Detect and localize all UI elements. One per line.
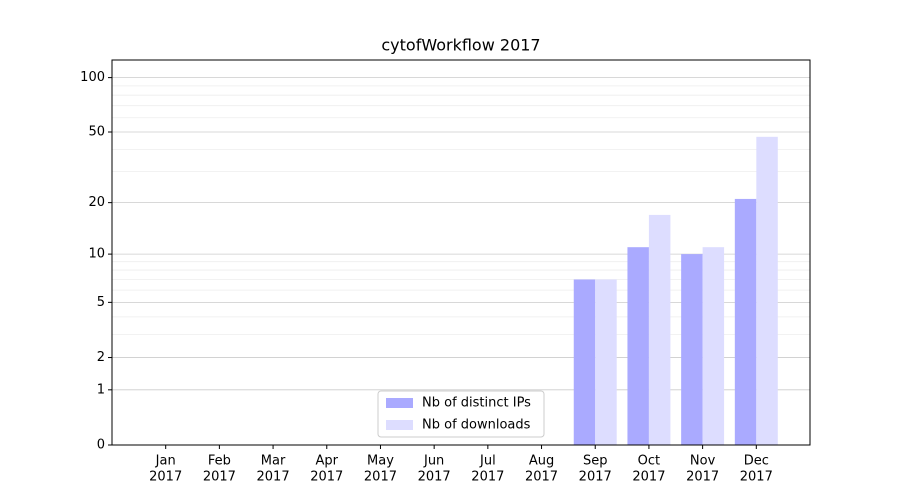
y-tick-label: 5	[97, 295, 105, 310]
x-tick-label: 2017	[686, 470, 719, 485]
y-tick-label: 2	[97, 350, 105, 365]
x-tick-label: 2017	[471, 470, 504, 485]
x-tick-label: Apr	[316, 454, 339, 469]
bar	[648, 214, 671, 445]
plot-frame	[111, 59, 811, 446]
bar	[573, 279, 596, 445]
x-tick-label: Jun	[423, 454, 444, 469]
y-tick-label: 10	[88, 247, 105, 262]
bar	[595, 279, 617, 445]
legend-swatch	[386, 398, 413, 408]
x-tick-label: 2017	[525, 470, 558, 485]
y-tick-label: 1	[97, 382, 105, 397]
x-tick-label: Sep	[583, 454, 608, 469]
y-tick-label: 100	[80, 70, 105, 85]
x-tick-label: 2017	[632, 470, 665, 485]
x-tick-label: May	[367, 454, 394, 469]
y-tick-label: 50	[88, 125, 105, 140]
x-tick-label: 2017	[149, 470, 182, 485]
x-tick-label: Jan	[155, 454, 176, 469]
x-tick-label: Oct	[638, 454, 660, 469]
bar	[756, 136, 778, 445]
bar	[681, 254, 703, 445]
x-tick-label: 2017	[310, 470, 343, 485]
x-tick-label: 2017	[203, 470, 236, 485]
bar	[627, 247, 649, 445]
x-tick-label: Nov	[690, 454, 716, 469]
x-tick-label: 2017	[418, 470, 451, 485]
x-tick-label: Feb	[208, 454, 231, 469]
x-tick-label: 2017	[257, 470, 290, 485]
x-tick-label: Dec	[744, 454, 769, 469]
chart-title: cytofWorkflow 2017	[381, 36, 540, 55]
legend-box	[377, 390, 545, 438]
x-tick-label: 2017	[740, 470, 773, 485]
y-tick-label: 0	[97, 438, 105, 453]
x-tick-label: 2017	[579, 470, 612, 485]
legend-label: Nb of downloads	[422, 418, 531, 433]
x-tick-label: Mar	[261, 454, 286, 469]
y-tick-label: 20	[88, 195, 105, 210]
x-tick-label: 2017	[364, 470, 397, 485]
x-tick-label: Jul	[479, 454, 496, 469]
x-tick-label: Aug	[529, 454, 554, 469]
bar	[702, 247, 725, 445]
legend-swatch	[386, 420, 413, 430]
legend-label: Nb of distinct IPs	[422, 396, 531, 411]
bar	[734, 198, 757, 445]
